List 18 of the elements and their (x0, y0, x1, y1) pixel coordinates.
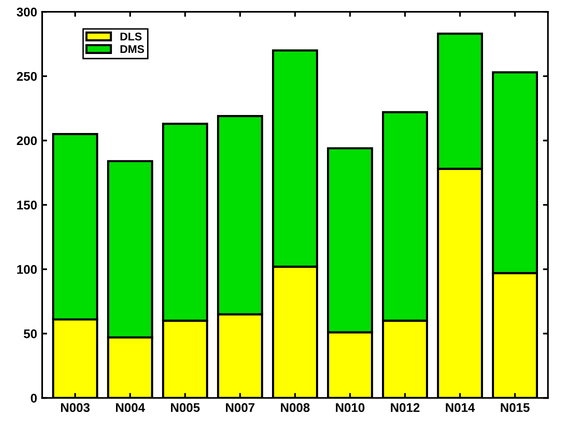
x-tick-label: N010 (336, 403, 364, 412)
y-tick-label: 100 (17, 265, 37, 274)
y-tick-label: 300 (16, 8, 37, 16)
y-tick-label: 0 (30, 394, 37, 403)
legend-label: DMS (120, 45, 144, 54)
x-tick-label: N003 (61, 403, 90, 412)
y-tick-label: 250 (16, 72, 37, 81)
x-tick-label: N004 (116, 403, 145, 412)
y-tick-label: 150 (17, 200, 37, 210)
x-tick-label: N015 (500, 403, 530, 412)
x-tick-label: N007 (226, 403, 254, 412)
x-tick-label: N005 (170, 403, 200, 412)
legend-label: DLS (120, 32, 142, 40)
x-tick-label: N014 (446, 403, 475, 412)
y-tick-label: 200 (16, 136, 37, 146)
y-tick-label: 50 (24, 329, 37, 338)
x-tick-label: N008 (280, 403, 310, 412)
x-tick-label: N012 (390, 403, 420, 412)
